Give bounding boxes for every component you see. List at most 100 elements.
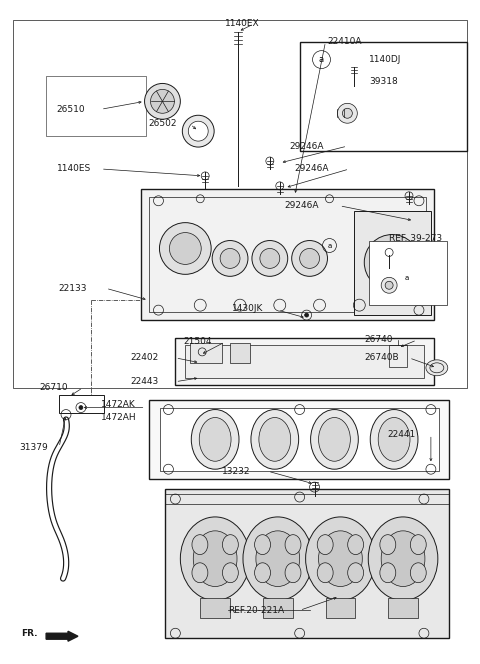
Ellipse shape: [285, 563, 301, 583]
Ellipse shape: [381, 531, 425, 586]
Text: 29246A: 29246A: [285, 201, 319, 210]
Ellipse shape: [259, 418, 291, 461]
Text: 22402: 22402: [131, 353, 159, 363]
Ellipse shape: [256, 531, 300, 586]
Ellipse shape: [193, 531, 237, 586]
Text: a: a: [405, 276, 409, 282]
Ellipse shape: [311, 410, 358, 469]
FancyArrow shape: [46, 631, 78, 641]
Circle shape: [384, 254, 400, 270]
Text: 31379: 31379: [19, 443, 48, 452]
Ellipse shape: [243, 517, 312, 600]
Circle shape: [159, 222, 211, 274]
Text: 1140DJ: 1140DJ: [369, 55, 402, 64]
Circle shape: [385, 282, 393, 290]
Text: 1472AK: 1472AK: [101, 400, 135, 409]
Text: REF.20-221A: REF.20-221A: [228, 606, 284, 615]
Text: 1430JK: 1430JK: [232, 303, 264, 313]
Text: 26510: 26510: [56, 105, 84, 114]
Circle shape: [260, 248, 280, 268]
Circle shape: [169, 232, 201, 264]
Polygon shape: [175, 338, 434, 384]
Bar: [325, 598, 355, 618]
Ellipse shape: [192, 535, 208, 554]
Circle shape: [151, 90, 174, 114]
Ellipse shape: [368, 517, 438, 600]
Text: 1140ES: 1140ES: [57, 165, 91, 173]
Ellipse shape: [348, 535, 364, 554]
Text: 26502: 26502: [148, 119, 177, 127]
Circle shape: [144, 84, 180, 120]
Text: 26740B: 26740B: [364, 353, 399, 363]
Circle shape: [305, 313, 309, 317]
Circle shape: [337, 104, 357, 124]
Bar: [230, 343, 250, 363]
Circle shape: [342, 108, 352, 118]
Bar: [190, 343, 222, 363]
Ellipse shape: [410, 563, 426, 583]
Ellipse shape: [426, 360, 448, 376]
Ellipse shape: [306, 517, 375, 600]
Circle shape: [381, 278, 397, 293]
Polygon shape: [148, 400, 449, 479]
Text: 22410A: 22410A: [327, 37, 362, 46]
Circle shape: [364, 234, 420, 290]
Text: 39318: 39318: [369, 77, 398, 86]
Text: REF. 39-273: REF. 39-273: [389, 234, 442, 243]
Text: 1472AH: 1472AH: [101, 413, 136, 422]
Ellipse shape: [319, 531, 362, 586]
Ellipse shape: [348, 563, 364, 583]
Text: 22443: 22443: [131, 377, 159, 386]
Text: 21504: 21504: [183, 337, 212, 347]
Ellipse shape: [410, 535, 426, 554]
Ellipse shape: [222, 535, 239, 554]
Ellipse shape: [254, 563, 271, 583]
Polygon shape: [185, 345, 424, 378]
Bar: [388, 598, 418, 618]
Bar: [369, 240, 447, 305]
Bar: [59, 394, 104, 412]
Ellipse shape: [285, 535, 301, 554]
Text: 29246A: 29246A: [295, 165, 329, 173]
Text: a: a: [319, 55, 324, 64]
Ellipse shape: [317, 535, 333, 554]
Circle shape: [79, 406, 83, 410]
Ellipse shape: [192, 563, 208, 583]
Circle shape: [212, 240, 248, 276]
Bar: [389, 345, 407, 367]
Bar: [200, 598, 230, 618]
Circle shape: [182, 116, 214, 147]
Text: a: a: [327, 242, 332, 248]
Polygon shape: [160, 408, 439, 471]
Ellipse shape: [222, 563, 239, 583]
Ellipse shape: [319, 418, 350, 461]
Text: 26710: 26710: [39, 383, 68, 392]
Text: 22133: 22133: [58, 284, 86, 293]
Circle shape: [292, 240, 327, 276]
Bar: [263, 598, 293, 618]
Text: FR.: FR.: [21, 629, 38, 637]
Ellipse shape: [180, 517, 250, 600]
Polygon shape: [166, 489, 449, 638]
Circle shape: [374, 244, 410, 280]
Text: 13232: 13232: [222, 467, 251, 475]
Ellipse shape: [378, 418, 410, 461]
Text: 1140EX: 1140EX: [225, 19, 260, 29]
Bar: [46, 76, 145, 136]
Bar: [13, 20, 467, 388]
Polygon shape: [354, 210, 431, 315]
Text: 29246A: 29246A: [290, 141, 324, 151]
Ellipse shape: [199, 418, 231, 461]
Polygon shape: [141, 189, 434, 320]
Ellipse shape: [251, 410, 299, 469]
Circle shape: [300, 248, 320, 268]
Ellipse shape: [192, 410, 239, 469]
Circle shape: [252, 240, 288, 276]
Ellipse shape: [380, 563, 396, 583]
Ellipse shape: [254, 535, 271, 554]
Bar: [300, 42, 467, 151]
Text: 22441: 22441: [387, 430, 415, 439]
Circle shape: [220, 248, 240, 268]
Ellipse shape: [317, 563, 333, 583]
Text: 26740: 26740: [364, 335, 393, 345]
